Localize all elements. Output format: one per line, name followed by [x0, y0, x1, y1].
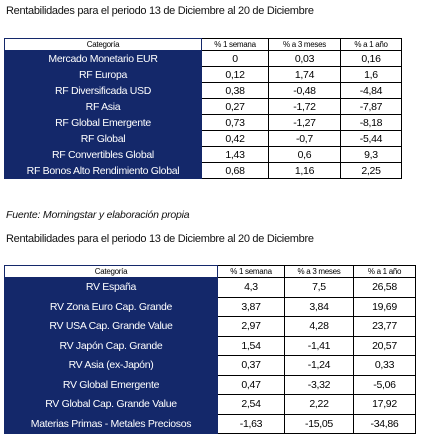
value-cell: 7,5: [284, 277, 354, 298]
value-cell: 17,92: [353, 394, 416, 415]
value-cell: 1,16: [268, 162, 341, 179]
table-row: Materias Primas - Metales Preciosos -1,63…: [4, 413, 416, 434]
value-cell: 2,54: [217, 394, 285, 415]
value-cell: -4,84: [340, 82, 402, 99]
value-cell: 2,97: [217, 316, 285, 337]
value-cell: % a 1 año: [340, 38, 402, 51]
value-cell: -0,48: [268, 82, 341, 99]
value-cell: 1,43: [201, 146, 269, 163]
value-cell: % 1 semana: [217, 265, 285, 278]
value-cell: 20,57: [353, 335, 416, 356]
value-cell: -34,86: [353, 413, 416, 434]
category-cell: Mercado Monetario EUR: [4, 50, 202, 67]
category-cell: Categoría: [4, 38, 202, 51]
value-cell: 0,03: [268, 50, 341, 67]
value-cell: -1,27: [268, 114, 341, 131]
category-cell: RV Asia (ex-Japón): [4, 355, 218, 376]
header-row: Categoría% 1 semana% a 3 meses% a 1 año: [4, 265, 416, 278]
value-cell: 1,54: [217, 335, 285, 356]
value-cell: 1,74: [268, 66, 341, 83]
value-cell: % 1 semana: [201, 38, 269, 51]
table-row: RV USA Cap. Grande Value 2,97 4,28 23,77: [4, 316, 416, 337]
value-cell: 2,25: [340, 162, 402, 179]
table-row: RF Asia 0,27 -1,72 -7,87: [4, 98, 402, 115]
returns-table: Categoría% 1 semana% a 3 meses% a 1 año R…: [4, 265, 416, 434]
table-row: RV Zona Euro Cap. Grande 3,87 3,84 19,69: [4, 296, 416, 317]
table-row: Mercado Monetario EUR 0 0,03 0,16: [4, 50, 402, 67]
value-cell: 19,69: [353, 296, 416, 317]
table-row: RV España 4,3 7,5 26,58: [4, 277, 416, 298]
category-cell: RV Global Emergente: [4, 374, 218, 395]
category-cell: RF Convertibles Global: [4, 146, 202, 163]
table-title: Rentabilidades para el periodo 13 de Dic…: [6, 5, 314, 17]
value-cell: 0,37: [217, 355, 285, 376]
value-cell: 0: [201, 50, 269, 67]
value-cell: 0,6: [268, 146, 341, 163]
category-cell: RV España: [4, 277, 218, 298]
value-cell: 1,6: [340, 66, 402, 83]
table-row: RV Global Emergente 0,47 -3,32 -5,06: [4, 374, 416, 395]
value-cell: -5,44: [340, 130, 402, 147]
source-note: Fuente: Morningstar y elaboración propia: [6, 209, 190, 221]
value-cell: 4,3: [217, 277, 285, 298]
value-cell: -1,63: [217, 413, 285, 434]
value-cell: 3,84: [284, 296, 354, 317]
value-cell: -1,72: [268, 98, 341, 115]
value-cell: 0,68: [201, 162, 269, 179]
value-cell: 26,58: [353, 277, 416, 298]
value-cell: -1,24: [284, 355, 354, 376]
category-cell: RV Zona Euro Cap. Grande: [4, 296, 218, 317]
value-cell: % a 3 meses: [268, 38, 341, 51]
table-row: RV Global Cap. Grande Value 2,54 2,22 17,92: [4, 394, 416, 415]
value-cell: 2,22: [284, 394, 354, 415]
value-cell: -8,18: [340, 114, 402, 131]
value-cell: 0,12: [201, 66, 269, 83]
value-cell: 0,73: [201, 114, 269, 131]
table-row: RV Asia (ex-Japón) 0,37 -1,24 0,33: [4, 355, 416, 376]
table-row: RF Diversificada USD 0,38 -0,48 -4,84: [4, 82, 402, 99]
category-cell: Categoría: [4, 265, 218, 278]
table-row: RF Europa 0,12 1,74 1,6: [4, 66, 402, 83]
value-cell: 0,33: [353, 355, 416, 376]
category-cell: RF Asia: [4, 98, 202, 115]
value-cell: -0,7: [268, 130, 341, 147]
table-row: RV Japón Cap. Grande 1,54 -1,41 20,57: [4, 335, 416, 356]
value-cell: 9,3: [340, 146, 402, 163]
table-row: RF Global 0,42 -0,7 -5,44: [4, 130, 402, 147]
category-cell: RF Bonos Alto Rendimiento Global: [4, 162, 202, 179]
table-row: RF Bonos Alto Rendimiento Global 0,68 1,16…: [4, 162, 402, 179]
value-cell: 3,87: [217, 296, 285, 317]
value-cell: 0,47: [217, 374, 285, 395]
value-cell: -15,05: [284, 413, 354, 434]
table-row: RF Global Emergente 0,73 -1,27 -8,18: [4, 114, 402, 131]
value-cell: -7,87: [340, 98, 402, 115]
value-cell: 4,28: [284, 316, 354, 337]
category-cell: RF Global Emergente: [4, 114, 202, 131]
category-cell: Materias Primas - Metales Preciosos: [4, 413, 218, 434]
value-cell: 0,27: [201, 98, 269, 115]
table-row: RF Convertibles Global 1,43 0,6 9,3: [4, 146, 402, 163]
category-cell: RV Global Cap. Grande Value: [4, 394, 218, 415]
value-cell: 0,38: [201, 82, 269, 99]
category-cell: RV Japón Cap. Grande: [4, 335, 218, 356]
value-cell: % a 1 año: [353, 265, 416, 278]
table-title: Rentabilidades para el periodo 13 de Dic…: [6, 233, 314, 245]
value-cell: 23,77: [353, 316, 416, 337]
value-cell: -1,41: [284, 335, 354, 356]
value-cell: 0,16: [340, 50, 402, 67]
category-cell: RF Europa: [4, 66, 202, 83]
category-cell: RF Diversificada USD: [4, 82, 202, 99]
value-cell: 0,42: [201, 130, 269, 147]
value-cell: -3,32: [284, 374, 354, 395]
category-cell: RF Global: [4, 130, 202, 147]
returns-table: Categoría% 1 semana% a 3 meses% a 1 año M…: [4, 38, 402, 179]
value-cell: -5,06: [353, 374, 416, 395]
category-cell: RV USA Cap. Grande Value: [4, 316, 218, 337]
header-row: Categoría% 1 semana% a 3 meses% a 1 año: [4, 38, 402, 51]
value-cell: % a 3 meses: [284, 265, 354, 278]
